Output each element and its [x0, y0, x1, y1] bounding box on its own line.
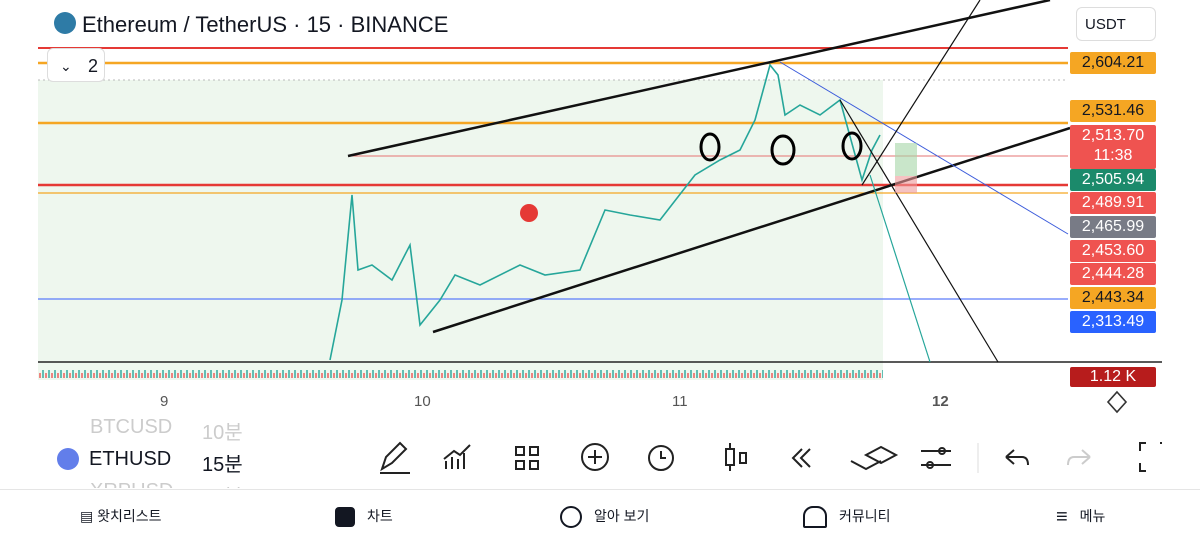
nav-item[interactable]: 커뮤니티: [803, 506, 891, 529]
nav-item[interactable]: ▤ 왓치리스트: [80, 508, 162, 524]
price-label: 2,444.28: [1070, 263, 1156, 285]
time-label: 12: [932, 393, 949, 410]
price-line: [329, 63, 881, 361]
indicator-tool[interactable]: [443, 444, 471, 469]
currency: USDT: [1085, 16, 1126, 33]
nav-label: 차트: [367, 508, 393, 524]
layers-tool[interactable]: [850, 445, 899, 471]
replay-tool[interactable]: [791, 448, 811, 468]
interval: 30분: [202, 480, 243, 488]
toolbar: [380, 441, 1162, 474]
volume-bars: [38, 366, 883, 380]
hand-drawing: [699, 131, 863, 166]
time-label: 9: [160, 393, 169, 410]
undo[interactable]: [1005, 449, 1029, 466]
countdown: 11:38: [1093, 147, 1133, 164]
symbol-strip: BTCUSD 10분 ETHUSD 15분 XRPUSD 30분: [0, 412, 1200, 488]
price-label: 2,513.70: [1070, 125, 1156, 169]
price-label: 2,505.94: [1070, 169, 1156, 191]
trend-line: [861, 0, 981, 186]
alert-icon[interactable]: [520, 204, 538, 222]
trend-line: [839, 99, 999, 363]
trend-line: [779, 61, 1069, 235]
nav-label: 알아 보기: [594, 508, 650, 524]
alert-tool[interactable]: [648, 445, 674, 471]
indicator-toggle[interactable]: ⌄ 2: [47, 48, 105, 82]
chart-title[interactable]: Ethereum / TetherUS · 15 · BINANCE: [82, 12, 449, 37]
price-label: 2,604.21: [1070, 52, 1156, 74]
trend-line: [432, 126, 1071, 334]
nav-label: 왓치리스트: [97, 508, 162, 524]
bottom-nav: [0, 489, 1200, 541]
price-label: 2,531.46: [1070, 100, 1156, 122]
nav-item[interactable]: ≡ 메뉴: [1056, 506, 1106, 528]
price-label: 2,489.91: [1070, 192, 1156, 214]
time-label: 10: [414, 393, 431, 410]
add-tool[interactable]: [581, 443, 609, 471]
indicator-count: 2: [88, 56, 99, 76]
candle-tool[interactable]: [725, 443, 747, 471]
nav-label: 커뮤니티: [839, 508, 891, 524]
price-label: 2,313.49: [1070, 311, 1156, 333]
chart-canvas: [38, 0, 1162, 414]
interval: 10분: [202, 422, 243, 444]
trend-line: [869, 174, 931, 363]
layout-tool[interactable]: [515, 446, 539, 470]
position-target: [895, 143, 917, 176]
fullscreen[interactable]: [1139, 442, 1162, 472]
symbol[interactable]: ETHUSD: [89, 448, 172, 470]
session-bg: [38, 80, 883, 380]
nav-item[interactable]: 차트: [335, 506, 393, 528]
settings-tool[interactable]: [921, 450, 951, 466]
settings-icon[interactable]: [1106, 390, 1128, 414]
trend-line: [347, 0, 1051, 158]
nav-item[interactable]: 알아 보기: [560, 506, 650, 529]
exchange-logo: [54, 12, 76, 34]
nav-label: 메뉴: [1079, 508, 1106, 525]
eth-icon: [57, 448, 79, 470]
draw-tool[interactable]: [380, 441, 410, 474]
price-label: 2,465.99: [1070, 216, 1156, 238]
position-stop: [895, 176, 917, 193]
price-label: 2,443.34: [1070, 287, 1156, 309]
redo[interactable]: [1067, 449, 1091, 466]
symbol[interactable]: XRPUSD: [90, 480, 173, 488]
time-label: 11: [672, 393, 688, 410]
interval: 15분: [202, 454, 243, 476]
price-label: 2,453.60: [1070, 240, 1156, 262]
symbol[interactable]: BTCUSD: [90, 416, 173, 438]
volume-label: 1.12 K: [1070, 367, 1156, 387]
